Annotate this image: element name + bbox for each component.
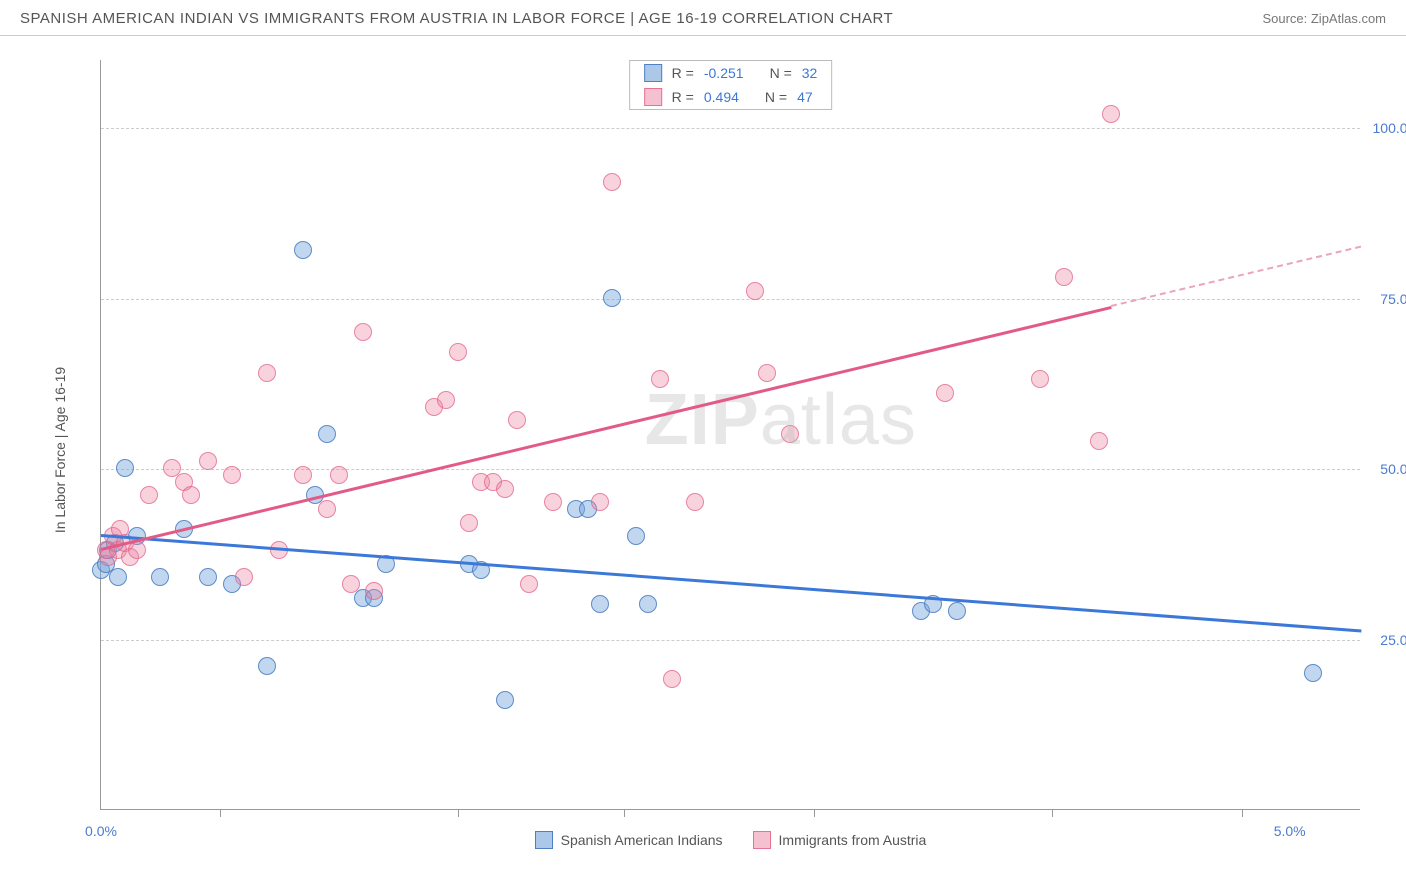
scatter-point-blue	[639, 595, 657, 613]
watermark-bold: ZIP	[645, 380, 760, 460]
scatter-point-pink	[182, 486, 200, 504]
watermark-light: atlas	[760, 380, 917, 460]
source-attribution: Source: ZipAtlas.com	[1262, 11, 1386, 26]
scatter-point-pink	[591, 493, 609, 511]
scatter-point-pink	[460, 514, 478, 532]
scatter-point-blue	[199, 568, 217, 586]
label-n: N =	[765, 89, 787, 105]
swatch-pink	[753, 831, 771, 849]
swatch-blue	[535, 831, 553, 849]
legend-label-pink: Immigrants from Austria	[779, 832, 927, 848]
ytick-label: 75.0%	[1380, 291, 1406, 307]
scatter-point-pink	[603, 173, 621, 191]
label-r: R =	[672, 65, 694, 81]
bottom-legend: Spanish American Indians Immigrants from…	[101, 831, 1360, 849]
xtick	[1052, 809, 1053, 817]
scatter-point-pink	[294, 466, 312, 484]
scatter-point-blue	[116, 459, 134, 477]
scatter-point-pink	[1031, 370, 1049, 388]
value-n-blue: 32	[802, 65, 818, 81]
scatter-point-pink	[1055, 268, 1073, 286]
gridline-horizontal	[101, 128, 1360, 129]
scatter-point-pink	[758, 364, 776, 382]
scatter-point-pink	[318, 500, 336, 518]
stats-row: R = 0.494 N = 47	[630, 85, 832, 109]
y-axis-label: In Labor Force | Age 16-19	[52, 367, 68, 533]
chart-container: SPANISH AMERICAN INDIAN VS IMMIGRANTS FR…	[0, 0, 1406, 892]
scatter-point-blue	[627, 527, 645, 545]
scatter-point-pink	[365, 582, 383, 600]
xtick	[624, 809, 625, 817]
scatter-point-pink	[223, 466, 241, 484]
gridline-horizontal	[101, 299, 1360, 300]
stats-row: R = -0.251 N = 32	[630, 61, 832, 85]
ytick-label: 50.0%	[1380, 461, 1406, 477]
regression-line-pink	[101, 305, 1112, 550]
swatch-pink	[644, 88, 662, 106]
scatter-point-blue	[496, 691, 514, 709]
watermark: ZIPatlas	[645, 379, 917, 461]
legend-item-pink: Immigrants from Austria	[753, 831, 927, 849]
scatter-point-pink	[520, 575, 538, 593]
gridline-horizontal	[101, 640, 1360, 641]
scatter-point-blue	[603, 289, 621, 307]
title-bar: SPANISH AMERICAN INDIAN VS IMMIGRANTS FR…	[0, 0, 1406, 36]
legend-label-blue: Spanish American Indians	[561, 832, 723, 848]
plot-wrap: In Labor Force | Age 16-19 ZIPatlas R = …	[50, 50, 1390, 850]
stats-legend-box: R = -0.251 N = 32 R = 0.494 N = 47	[629, 60, 833, 110]
scatter-point-blue	[294, 241, 312, 259]
scatter-point-blue	[318, 425, 336, 443]
scatter-point-pink	[140, 486, 158, 504]
value-r-pink: 0.494	[704, 89, 739, 105]
legend-item-blue: Spanish American Indians	[535, 831, 723, 849]
scatter-point-pink	[342, 575, 360, 593]
value-r-blue: -0.251	[704, 65, 744, 81]
scatter-point-blue	[1304, 664, 1322, 682]
xtick	[1242, 809, 1243, 817]
scatter-point-pink	[686, 493, 704, 511]
scatter-point-pink	[746, 282, 764, 300]
xtick	[814, 809, 815, 817]
scatter-point-pink	[936, 384, 954, 402]
scatter-point-pink	[258, 364, 276, 382]
scatter-point-blue	[591, 595, 609, 613]
scatter-point-pink	[449, 343, 467, 361]
regression-line-blue	[101, 534, 1361, 632]
scatter-point-pink	[199, 452, 217, 470]
scatter-point-pink	[235, 568, 253, 586]
scatter-point-pink	[437, 391, 455, 409]
scatter-point-pink	[1090, 432, 1108, 450]
scatter-point-pink	[663, 670, 681, 688]
scatter-point-blue	[948, 602, 966, 620]
scatter-point-pink	[1102, 105, 1120, 123]
plot-area: ZIPatlas R = -0.251 N = 32 R = 0.494 N =	[100, 60, 1360, 810]
label-r: R =	[672, 89, 694, 105]
scatter-point-blue	[151, 568, 169, 586]
ytick-label: 25.0%	[1380, 632, 1406, 648]
scatter-point-blue	[258, 657, 276, 675]
xtick	[220, 809, 221, 817]
scatter-point-pink	[330, 466, 348, 484]
gridline-horizontal	[101, 469, 1360, 470]
scatter-point-pink	[544, 493, 562, 511]
swatch-blue	[644, 64, 662, 82]
xtick	[458, 809, 459, 817]
scatter-point-pink	[354, 323, 372, 341]
xtick-label: 5.0%	[1274, 823, 1306, 839]
chart-title: SPANISH AMERICAN INDIAN VS IMMIGRANTS FR…	[20, 10, 893, 27]
ytick-label: 100.0%	[1373, 120, 1406, 136]
value-n-pink: 47	[797, 89, 813, 105]
xtick-label: 0.0%	[85, 823, 117, 839]
label-n: N =	[770, 65, 792, 81]
scatter-point-pink	[508, 411, 526, 429]
scatter-point-pink	[651, 370, 669, 388]
scatter-point-blue	[109, 568, 127, 586]
scatter-point-pink	[496, 480, 514, 498]
scatter-point-pink	[781, 425, 799, 443]
